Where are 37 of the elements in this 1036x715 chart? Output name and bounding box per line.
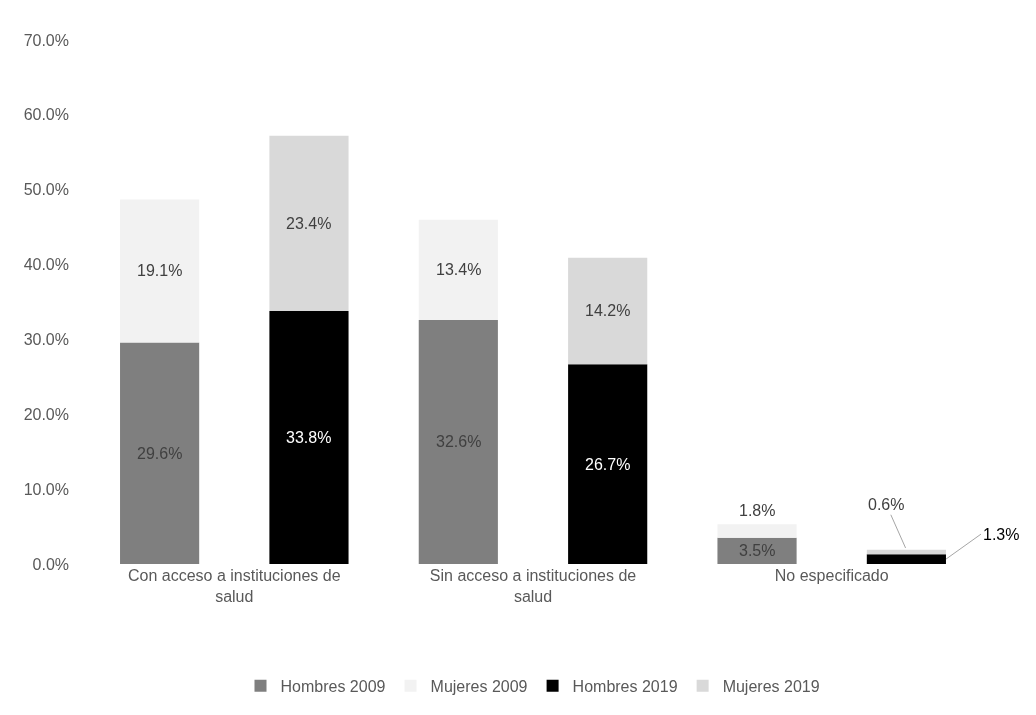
bar xyxy=(418,319,498,564)
data-label: 29.6% xyxy=(137,445,183,462)
data-label: 1.3% xyxy=(983,526,1020,543)
data-label: 13.4% xyxy=(436,261,482,278)
data-label: 32.6% xyxy=(436,433,482,450)
legend-label: Mujeres 2019 xyxy=(722,677,820,695)
bar xyxy=(418,219,498,320)
y-tick-label: 10.0% xyxy=(23,480,69,498)
bar xyxy=(269,310,349,564)
bar xyxy=(120,342,200,564)
bar xyxy=(568,257,648,365)
legend-label: Hombres 2019 xyxy=(572,677,678,695)
data-label: 33.8% xyxy=(286,429,332,446)
x-tick-label: Con acceso a instituciones de salud xyxy=(128,567,341,605)
y-tick-label: 60.0% xyxy=(23,106,69,124)
y-tick-label: 50.0% xyxy=(23,181,69,199)
bar xyxy=(717,524,797,538)
y-tick-label: 30.0% xyxy=(23,331,69,349)
x-tick-label: Sin acceso a instituciones de salud xyxy=(429,567,637,605)
legend-label: Mujeres 2009 xyxy=(430,677,528,695)
bar xyxy=(120,199,200,343)
bar xyxy=(568,364,648,564)
legend-label: Hombres 2009 xyxy=(280,677,386,695)
y-tick-label: 0.0% xyxy=(32,555,69,573)
data-label: 19.1% xyxy=(137,262,183,279)
data-label: 3.5% xyxy=(739,542,776,559)
y-tick-label: 70.0% xyxy=(23,31,69,49)
data-label: 23.4% xyxy=(286,215,332,232)
y-tick-label: 40.0% xyxy=(23,256,69,274)
data-label: 1.8% xyxy=(739,502,776,519)
data-label: 0.6% xyxy=(868,496,905,513)
data-label: 26.7% xyxy=(585,456,631,473)
x-tick-label: No especificado xyxy=(774,567,889,584)
y-tick-label: 20.0% xyxy=(23,405,69,423)
bar xyxy=(866,554,946,564)
data-label: 14.2% xyxy=(585,302,631,319)
bar xyxy=(269,135,349,311)
